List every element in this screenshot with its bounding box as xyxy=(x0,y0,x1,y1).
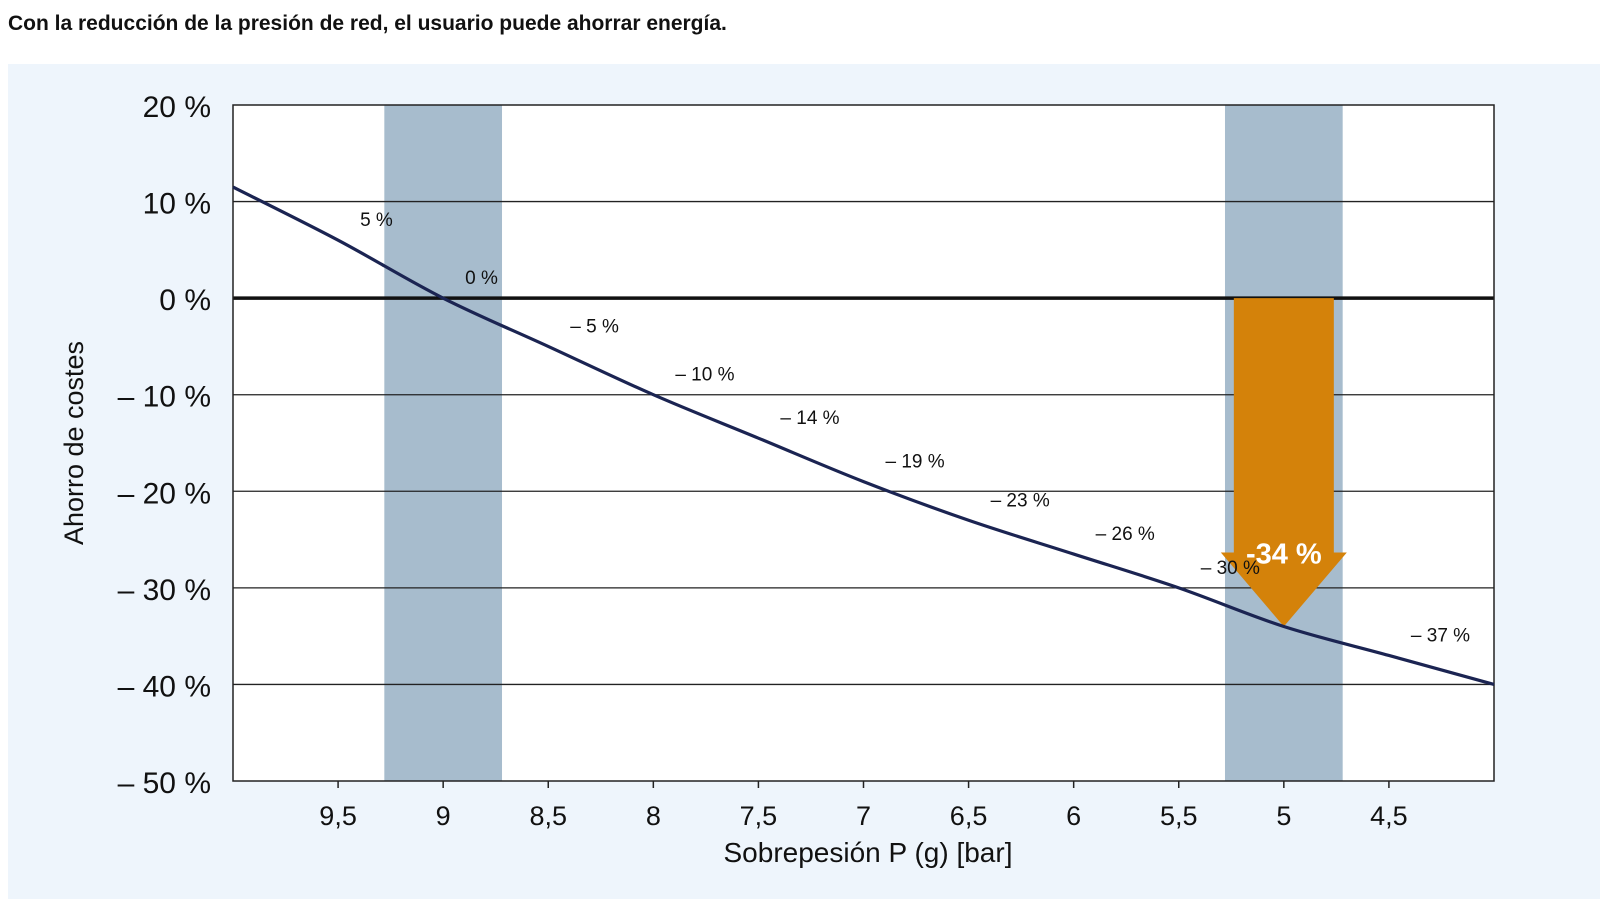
y-tick-label-6: – 40 % xyxy=(118,670,211,703)
point-label-6: – 23 % xyxy=(991,490,1050,511)
x-tick-label-10: 4,5 xyxy=(1370,801,1408,831)
savings-arrow: -34 % xyxy=(1220,298,1347,627)
point-label-0: 5 % xyxy=(360,210,393,231)
x-tick-label-7: 6 xyxy=(1066,801,1081,831)
point-label-2: – 5 % xyxy=(570,316,619,337)
x-tick-label-2: 8,5 xyxy=(529,801,567,831)
x-tick-label-6: 6,5 xyxy=(950,801,988,831)
chart-panel: -34 % 5 % 0 % – 5 % – 10 % – 14 % – 19 % – 23 … xyxy=(8,64,1600,899)
y-tick-label-7: – 50 % xyxy=(118,767,211,800)
x-tick-label-4: 7,5 xyxy=(740,801,778,831)
x-tick-label-0: 9,5 xyxy=(319,801,357,831)
x-tick-label-1: 9 xyxy=(436,801,451,831)
point-label-5: – 19 % xyxy=(886,452,945,473)
x-axis-title: Sobrepesión P (g) [bar] xyxy=(724,837,1013,868)
savings-arrow-label: -34 % xyxy=(1246,538,1322,570)
y-tick-label-4: – 20 % xyxy=(118,477,211,510)
tick-labels: 20 % 10 % 0 % – 10 % – 20 % – 30 % – 40 % – 50 … xyxy=(118,91,1408,831)
savings-arrow-shape xyxy=(1220,298,1347,627)
highlight-band-0 xyxy=(384,105,503,781)
axes xyxy=(232,104,1495,788)
y-tick-label-1: 10 % xyxy=(143,188,211,221)
point-label-3: – 10 % xyxy=(675,365,734,386)
curve xyxy=(232,185,1495,686)
x-tick-label-8: 5,5 xyxy=(1160,801,1198,831)
point-label-9: – 37 % xyxy=(1411,625,1470,646)
point-label-7: – 26 % xyxy=(1096,524,1155,545)
savings-chart: -34 % 5 % 0 % – 5 % – 10 % – 14 % – 19 % – 23 … xyxy=(59,91,1495,868)
point-labels: 5 % 0 % – 5 % – 10 % – 14 % – 19 % – 23 % – 26 … xyxy=(360,210,1470,646)
y-tick-label-3: – 10 % xyxy=(118,381,211,414)
point-label-1: 0 % xyxy=(465,268,498,289)
y-tick-label-0: 20 % xyxy=(143,91,211,124)
x-tick-label-5: 7 xyxy=(856,801,871,831)
y-tick-label-5: – 30 % xyxy=(118,574,211,607)
point-label-8: – 30 % xyxy=(1201,558,1260,579)
x-tick-label-3: 8 xyxy=(646,801,661,831)
y-axis-title: Ahorro de costes xyxy=(59,341,89,545)
x-tick-label-9: 5 xyxy=(1276,801,1291,831)
savings-curve xyxy=(232,185,1495,686)
page-title: Con la reducción de la presión de red, e… xyxy=(8,12,727,35)
y-tick-label-2: 0 % xyxy=(159,284,211,317)
point-label-4: – 14 % xyxy=(780,408,839,429)
